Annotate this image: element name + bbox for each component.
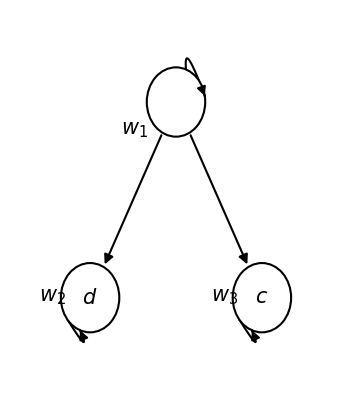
Circle shape: [233, 263, 291, 332]
Circle shape: [147, 67, 205, 137]
Text: $w_2$: $w_2$: [39, 288, 66, 307]
Text: $w_1$: $w_1$: [121, 121, 148, 140]
Text: $w_3$: $w_3$: [210, 288, 238, 307]
Circle shape: [61, 263, 119, 332]
Text: $d$: $d$: [82, 288, 98, 308]
Text: $c$: $c$: [255, 288, 269, 307]
